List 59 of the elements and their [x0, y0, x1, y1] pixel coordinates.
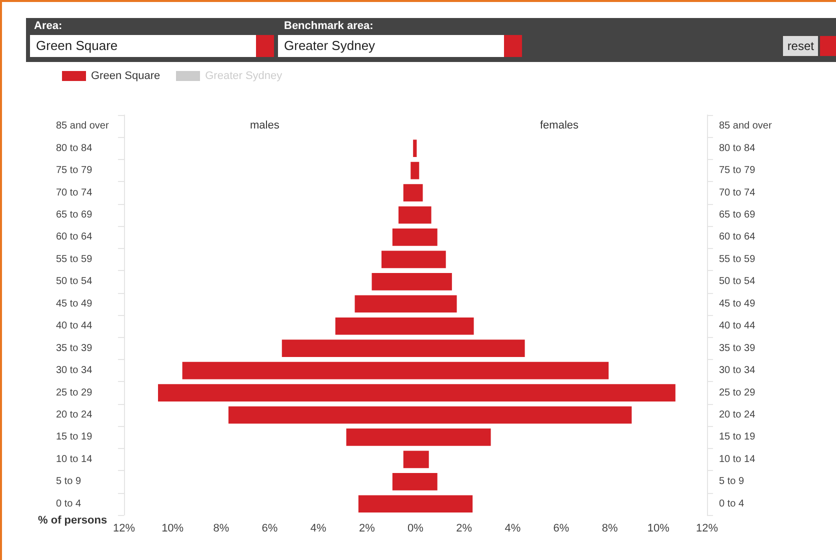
y-tick-label: 5 to 9 — [719, 476, 744, 488]
annotation: males — [250, 120, 280, 132]
category-label: 85 and over — [56, 120, 109, 132]
x-tick-label: 8% — [213, 522, 230, 534]
text: Green Square — [91, 70, 160, 82]
y-tick-label: 85 and over — [719, 120, 772, 132]
y-tick-label: 25 to 29 — [719, 387, 756, 398]
y-tick-label: 50 to 54 — [719, 276, 756, 288]
x-tick-label: 10% — [162, 522, 184, 534]
y-tick-label: 10 to 14 — [719, 454, 756, 465]
x-tick-label: 6% — [262, 522, 278, 534]
text: Greater Sydney — [284, 38, 376, 53]
y-tick-label: 45 to 49 — [719, 298, 756, 310]
category-label: 5 to 9 — [56, 476, 82, 488]
text: Benchmark area: — [284, 20, 374, 32]
y-tick-label: 40 to 44 — [719, 320, 756, 332]
y-tick-label: 30 to 34 — [719, 365, 756, 376]
category-label: 35 to 39 — [56, 342, 92, 354]
x-tick-label: 2% — [358, 522, 376, 534]
y-tick-label: 35 to 39 — [719, 342, 756, 354]
category-label: 70 to 74 — [56, 187, 92, 198]
y-tick-label: 65 to 69 — [719, 210, 756, 220]
annotation: females — [540, 120, 580, 132]
category-label: 0 to 4 — [56, 498, 82, 510]
y-tick-label: 80 to 84 — [719, 142, 756, 154]
x-tick-label: 8% — [602, 522, 618, 534]
category-label: 30 to 34 — [56, 365, 92, 376]
category-label: 75 to 79 — [56, 165, 92, 176]
category-label: 25 to 29 — [56, 387, 92, 398]
x-tick-label: 10% — [647, 522, 670, 534]
y-tick-label: 20 to 24 — [719, 410, 756, 420]
x-tick-label: 4% — [504, 522, 521, 534]
category-label: 40 to 44 — [56, 320, 92, 332]
category-label: 50 to 54 — [56, 276, 92, 288]
y-tick-label: 55 to 59 — [719, 254, 756, 265]
category-label: 55 to 59 — [56, 254, 92, 265]
x-tick-label: 0% — [408, 522, 424, 534]
y-tick-label: 15 to 19 — [719, 432, 756, 443]
text: Green Square — [36, 38, 118, 53]
category-label: 10 to 14 — [56, 454, 92, 465]
category-label: 45 to 49 — [56, 298, 92, 310]
x-tick-label: 6% — [553, 522, 570, 534]
x-tick-label: 4% — [310, 522, 326, 534]
y-tick-label: 0 to 4 — [719, 498, 744, 510]
x-tick-label: 12% — [112, 522, 136, 534]
y-tick-label: 75 to 79 — [719, 165, 756, 176]
category-label: 80 to 84 — [56, 142, 92, 154]
x-tick-label: 12% — [696, 522, 718, 534]
y-tick-label: 60 to 64 — [719, 232, 756, 243]
text: reset — [783, 36, 818, 56]
bar — [410, 162, 416, 180]
x-tick-label: 2% — [456, 522, 472, 534]
category-label: 65 to 69 — [56, 210, 92, 220]
category-label: 20 to 24 — [56, 410, 92, 420]
category-label: 60 to 64 — [56, 232, 92, 243]
category-label: 15 to 19 — [56, 432, 92, 443]
x-axis-title: % of persons — [38, 514, 108, 526]
y-tick-label: 70 to 74 — [719, 187, 756, 198]
text: Area: — [34, 20, 62, 32]
